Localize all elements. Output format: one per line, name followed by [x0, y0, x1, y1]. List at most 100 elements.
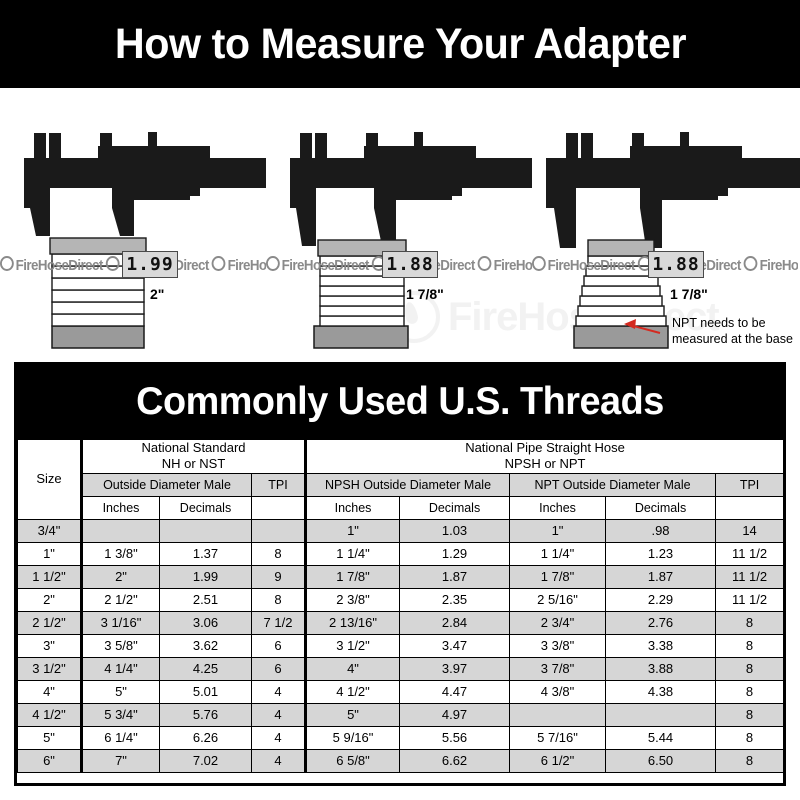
header-ns-tpi-blank: [250, 495, 308, 520]
npt-note-line-2: measured at the base: [672, 331, 793, 346]
cell-npt_in: 3 7/8": [509, 656, 607, 681]
cell-tpi: 8: [715, 702, 785, 727]
table-row: 3/4" 1" 1.03 1" .98 14: [17, 518, 785, 543]
cell-size: 2": [17, 587, 83, 612]
cell-tpi: 8: [715, 748, 785, 773]
table-row: 1 1/2" 2" 1.99 9 1 7/8" 1.87 1 7/8" 1.87 11 1/2: [17, 564, 785, 589]
table-body: 3/4" 1" 1.03 1" .98 14 1" 1 3/8" 1.37 8 1 1/4" 1.29…: [17, 518, 785, 773]
caliper-lcd-readout-1: 1.99: [122, 251, 178, 278]
cell-size: 1 1/2": [17, 564, 83, 589]
table-unit-header-row: Inches Decimals Inches Decimals Inches D…: [18, 495, 785, 520]
cell-npsh_dec: 5.56: [399, 725, 511, 750]
cell-npt_dec: 2.76: [605, 610, 717, 635]
header-group-national-standard: National Standard NH or NST: [80, 439, 308, 474]
cell-npsh_in: 4": [305, 656, 401, 681]
cell-tpi: 11 1/2: [715, 587, 785, 612]
cell-npt_in: 1": [509, 518, 607, 543]
cell-ns_in: 7": [81, 748, 160, 773]
cell-npt_in: 2 3/4": [509, 610, 607, 635]
cell-npt_in: [509, 702, 607, 727]
caliper-illustration-npt: [546, 132, 800, 349]
cell-tpi: 11 1/2: [715, 564, 785, 589]
table-row: 6" 7" 7.02 4 6 5/8" 6.62 6 1/2" 6.50 8: [17, 748, 785, 773]
cell-ns_in: 2": [81, 564, 160, 589]
cell-size: 5": [17, 725, 83, 750]
cell-ns_in: 3 1/16": [81, 610, 160, 635]
header-size: Size: [17, 439, 83, 520]
header-npt-outside-diameter-male: NPT Outside Diameter Male: [509, 472, 717, 497]
cell-npt_dec: 6.50: [605, 748, 717, 773]
cell-ns_dec: 3.62: [159, 633, 252, 658]
cell-tpi: 8: [715, 633, 785, 658]
table-group-header-row: Size National Standard NH or NST Nationa…: [17, 439, 785, 520]
cell-tpi: 8: [715, 725, 785, 750]
table-subgroup-header-row: Outside Diameter Male TPI NPSH Outside D…: [18, 472, 785, 497]
cell-npt_in: 6 1/2": [509, 748, 607, 773]
table-row: 4 1/2" 5 3/4" 5.76 4 5" 4.97 8: [17, 702, 785, 727]
cell-ns_in: 5": [81, 679, 160, 704]
figure-caption-1: 1 1/2" Male NH / NST: [24, 356, 151, 358]
cell-size: 6": [17, 748, 83, 773]
cell-npsh_dec: 1.29: [399, 541, 511, 566]
cell-ns_in: 2 1/2": [81, 587, 160, 612]
cell-npsh_in: 4 1/2": [305, 679, 401, 704]
table-title: Commonly Used U.S. Threads: [136, 380, 664, 423]
cell-ns_dec: 1.99: [159, 564, 252, 589]
cell-ns_tpi: 4: [250, 725, 308, 750]
header-ns-outside-diameter-male: Outside Diameter Male: [81, 472, 252, 497]
header-npsh-outside-diameter-male: NPSH Outside Diameter Male: [305, 472, 511, 497]
cell-ns_dec: [159, 518, 252, 543]
cell-npt_in: 4 3/8": [509, 679, 607, 704]
cell-size: 1": [17, 541, 83, 566]
header-nps-tpi-blank: [715, 495, 785, 520]
cell-size: 3": [17, 633, 83, 658]
cell-npt_dec: 2.29: [605, 587, 717, 612]
cell-ns_tpi: 4: [250, 679, 308, 704]
cell-npsh_dec: 2.84: [399, 610, 511, 635]
cell-npt_dec: 3.88: [605, 656, 717, 681]
cell-npt_dec: 5.44: [605, 725, 717, 750]
caliper-lcd-readout-3: 1.88: [648, 251, 704, 278]
table-row: 1" 1 3/8" 1.37 8 1 1/4" 1.29 1 1/4" 1.23 11 1/2: [17, 541, 785, 566]
cell-npsh_in: 1": [305, 518, 401, 543]
cell-npsh_in: 2 3/8": [305, 587, 401, 612]
header-group-national-pipe-straight-hose: National Pipe Straight Hose NPSH or NPT: [305, 439, 785, 474]
header-npsh-decimals: Decimals: [399, 495, 511, 520]
cell-ns_tpi: 4: [250, 748, 308, 773]
cell-ns_dec: 4.25: [159, 656, 252, 681]
header-npsh-inches: Inches: [305, 495, 401, 520]
cell-npsh_dec: 3.47: [399, 633, 511, 658]
cell-ns_tpi: 7 1/2: [250, 610, 308, 635]
cell-ns_dec: 5.76: [159, 702, 252, 727]
cell-ns_tpi: 4: [250, 702, 308, 727]
cell-ns_dec: 5.01: [159, 679, 252, 704]
cell-size: 3/4": [17, 518, 83, 543]
cell-size: 4": [17, 679, 83, 704]
cell-npt_dec: [605, 702, 717, 727]
cell-npsh_dec: 4.97: [399, 702, 511, 727]
header-ns-inches: Inches: [81, 495, 160, 520]
npt-note-arrow-icon: [624, 319, 661, 334]
cell-npsh_in: 1 7/8": [305, 564, 401, 589]
header-npt-inches: Inches: [509, 495, 607, 520]
cell-npsh_dec: 6.62: [399, 748, 511, 773]
cell-ns_in: 5 3/4": [81, 702, 160, 727]
cell-npsh_dec: 3.97: [399, 656, 511, 681]
cell-ns_tpi: 8: [250, 587, 308, 612]
dimension-label-1: 2": [150, 286, 165, 302]
cell-tpi: 8: [715, 610, 785, 635]
caliper-lcd-readout-2: 1.88: [382, 251, 438, 278]
cell-npsh_dec: 1.87: [399, 564, 511, 589]
diagram-band: FireHoseDirect: [0, 88, 800, 358]
cell-tpi: 8: [715, 656, 785, 681]
cell-npsh_in: 2 13/16": [305, 610, 401, 635]
cell-tpi: 8: [715, 679, 785, 704]
cell-npt_dec: .98: [605, 518, 717, 543]
threads-table-container: Commonly Used U.S. Threads Size National…: [14, 362, 786, 786]
cell-tpi: 11 1/2: [715, 541, 785, 566]
cell-npsh_in: 3 1/2": [305, 633, 401, 658]
cell-ns_dec: 1.37: [159, 541, 252, 566]
cell-ns_dec: 2.51: [159, 587, 252, 612]
caliper-illustration-npsh: [290, 132, 532, 349]
cell-ns_in: [81, 518, 160, 543]
